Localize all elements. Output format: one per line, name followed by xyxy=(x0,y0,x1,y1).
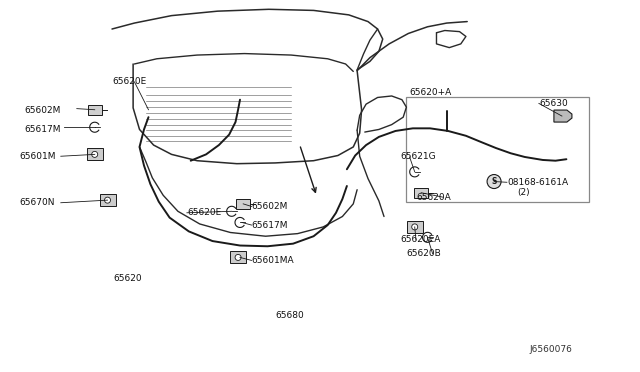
Circle shape xyxy=(104,197,111,203)
Circle shape xyxy=(92,151,98,157)
Text: 65620B: 65620B xyxy=(406,249,441,258)
Bar xyxy=(88,105,102,115)
Bar xyxy=(87,148,103,160)
Text: 65602M: 65602M xyxy=(24,106,61,115)
Text: 65620E: 65620E xyxy=(187,208,221,217)
Circle shape xyxy=(487,174,501,189)
Polygon shape xyxy=(554,110,572,122)
Text: 08168-6161A: 08168-6161A xyxy=(507,178,568,187)
Text: 65620+A: 65620+A xyxy=(410,88,452,97)
Text: 65602M: 65602M xyxy=(252,202,288,211)
Text: 65670N: 65670N xyxy=(19,198,54,207)
Circle shape xyxy=(412,224,418,230)
Text: (2): (2) xyxy=(517,188,530,197)
Text: J6560076: J6560076 xyxy=(530,345,573,354)
Text: 65621G: 65621G xyxy=(400,153,436,161)
Bar xyxy=(407,221,422,233)
Bar xyxy=(414,188,428,198)
Text: 65630: 65630 xyxy=(539,99,568,108)
Text: 65601MA: 65601MA xyxy=(252,256,294,265)
Bar xyxy=(236,199,250,209)
Bar xyxy=(406,97,589,202)
Text: 65601M: 65601M xyxy=(19,152,56,161)
Text: 65680: 65680 xyxy=(275,311,304,320)
Text: S: S xyxy=(492,177,497,186)
Text: 65620: 65620 xyxy=(113,274,142,283)
Circle shape xyxy=(235,254,241,260)
Bar xyxy=(100,194,116,206)
Text: 65620EA: 65620EA xyxy=(400,235,440,244)
Text: 65620A: 65620A xyxy=(416,193,451,202)
Text: 65617M: 65617M xyxy=(24,125,61,134)
Bar xyxy=(230,251,246,263)
Text: 65620E: 65620E xyxy=(112,77,147,86)
Text: 65617M: 65617M xyxy=(252,221,288,230)
